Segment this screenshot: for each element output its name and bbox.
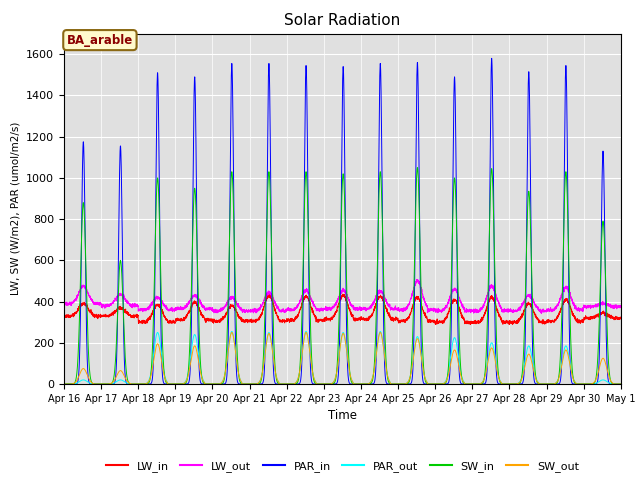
LW_out (60, 301, 68, 307)
Text: BA_arable: BA_arable (67, 34, 133, 47)
SW_out (60, 381, 68, 387)
PAR_out (467, 381, 475, 387)
LW_in (506, 322, 513, 327)
PAR_in (488, 56, 495, 61)
LW_in (617, 315, 625, 321)
Line: SW_out: SW_out (64, 333, 621, 384)
LW_out (499, 307, 507, 312)
PAR_in (617, 381, 625, 387)
LW_out (467, 308, 475, 314)
PAR_out (60, 381, 68, 387)
PAR_in (160, 381, 168, 386)
LW_out (322, 307, 330, 312)
PAR_in (467, 381, 475, 387)
SW_out (228, 330, 236, 336)
LW_out (538, 311, 545, 316)
PAR_out (228, 328, 236, 334)
SW_out (616, 381, 624, 387)
Line: LW_out: LW_out (64, 279, 621, 313)
SW_in (322, 381, 330, 387)
PAR_out (160, 369, 168, 375)
SW_in (499, 381, 507, 387)
PAR_in (499, 381, 507, 387)
PAR_in (436, 381, 444, 387)
PAR_out (617, 381, 625, 387)
LW_out (616, 305, 624, 311)
SW_out (160, 372, 168, 377)
PAR_out (499, 381, 507, 387)
Line: PAR_out: PAR_out (64, 331, 621, 384)
LW_out (436, 307, 444, 313)
SW_in (436, 381, 444, 387)
LW_in (160, 313, 168, 319)
Line: SW_in: SW_in (64, 168, 621, 384)
LW_in (499, 319, 507, 324)
PAR_in (322, 381, 330, 387)
SW_out (499, 381, 507, 387)
LW_in (436, 320, 444, 325)
SW_in (413, 165, 421, 170)
Legend: LW_in, LW_out, PAR_in, PAR_out, SW_in, SW_out: LW_in, LW_out, PAR_in, PAR_out, SW_in, S… (102, 457, 583, 477)
SW_out (617, 381, 625, 387)
PAR_in (60, 381, 68, 387)
SW_in (60, 381, 68, 387)
PAR_out (616, 381, 624, 387)
PAR_out (436, 381, 444, 387)
X-axis label: Time: Time (328, 409, 357, 422)
LW_out (413, 276, 420, 282)
LW_in (60, 312, 68, 318)
SW_out (467, 381, 475, 387)
SW_in (160, 368, 168, 374)
SW_in (617, 381, 625, 387)
LW_out (160, 301, 168, 307)
Title: Solar Radiation: Solar Radiation (284, 13, 401, 28)
Y-axis label: LW, SW (W/m2), PAR (umol/m2/s): LW, SW (W/m2), PAR (umol/m2/s) (11, 122, 20, 296)
SW_out (322, 381, 330, 387)
Line: LW_in: LW_in (64, 294, 621, 324)
LW_in (467, 319, 475, 325)
PAR_out (322, 381, 330, 387)
SW_in (616, 381, 624, 387)
LW_in (322, 317, 330, 323)
SW_out (436, 381, 444, 387)
LW_out (617, 304, 625, 310)
PAR_in (616, 381, 624, 387)
SW_in (467, 381, 475, 387)
LW_in (339, 291, 347, 297)
Line: PAR_in: PAR_in (64, 59, 621, 384)
LW_in (616, 314, 624, 320)
